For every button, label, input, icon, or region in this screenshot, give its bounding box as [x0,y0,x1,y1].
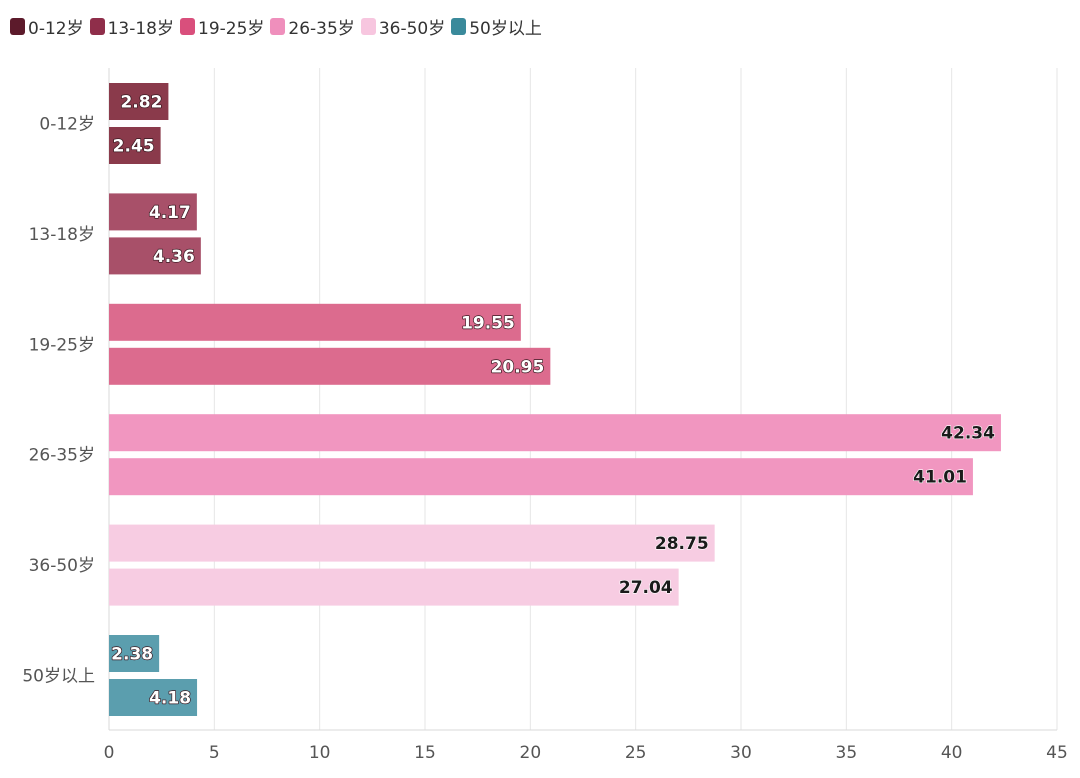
y-tick-label: 19-25岁 [29,335,95,355]
legend-item[interactable]: 26-35岁 [270,14,355,39]
bar-value-label: 2.38 [111,645,153,665]
legend-swatch [360,17,376,35]
x-tick-label: 35 [836,743,858,763]
y-tick-label: 13-18岁 [29,225,95,245]
bar [109,524,715,562]
bar [109,679,198,716]
bar [109,127,161,164]
bar-value-label: 41.01 [913,468,967,488]
bar [109,237,201,275]
x-tick-label: 45 [1046,743,1068,763]
bar-value-label: 19.55 [461,313,515,333]
bar-value-label: 20.95 [491,357,545,377]
bar-value-label: 42.34 [941,424,995,444]
legend-item[interactable]: 0-12岁 [10,14,84,39]
x-tick-label: 30 [730,743,752,763]
bar [109,635,160,672]
x-tick-label: 15 [414,743,436,763]
bar [109,458,973,496]
bar-value-label: 28.75 [655,534,709,554]
chart-legend: 0-12岁 13-18岁 19-25岁 26-35岁 36-50岁 50岁以上 [10,12,542,40]
legend-label: 26-35岁 [288,18,355,39]
legend-label: 0-12岁 [28,18,84,39]
legend-swatch [89,17,105,35]
legend-swatch [270,17,286,35]
legend-item[interactable]: 19-25岁 [180,14,264,39]
x-tick-label: 0 [104,743,115,763]
bar-value-label: 4.17 [149,203,191,223]
legend-label: 50岁以上 [469,18,542,39]
y-tick-label: 26-35岁 [29,446,95,466]
legend-item[interactable]: 50岁以上 [451,14,542,39]
bar [109,414,1001,452]
bar [109,568,679,606]
legend-swatch [451,17,467,35]
legend-swatch [10,17,25,35]
bar-value-label: 4.36 [153,247,195,267]
x-tick-label: 20 [520,743,542,763]
bar-value-label: 2.82 [120,93,162,113]
x-tick-label: 25 [625,743,647,763]
bar-value-label: 4.18 [149,689,191,709]
legend-item[interactable]: 13-18岁 [89,14,174,39]
bar [109,303,521,341]
legend-label: 36-50岁 [378,18,446,39]
bar [109,193,197,231]
legend-label: 19-25岁 [198,18,265,39]
legend-label: 13-18岁 [107,18,174,39]
legend-swatch [180,17,195,35]
x-tick-label: 10 [309,743,331,763]
y-tick-label: 0-12岁 [39,115,95,135]
y-tick-label: 36-50岁 [29,556,95,576]
bar-value-label: 27.04 [619,578,673,598]
bar [109,83,169,120]
x-tick-label: 40 [941,743,963,763]
bar [109,347,551,385]
bar-value-label: 2.45 [113,137,155,157]
y-tick-label: 50岁以上 [22,667,95,687]
x-tick-label: 5 [209,743,220,763]
legend-item[interactable]: 36-50岁 [360,14,446,39]
